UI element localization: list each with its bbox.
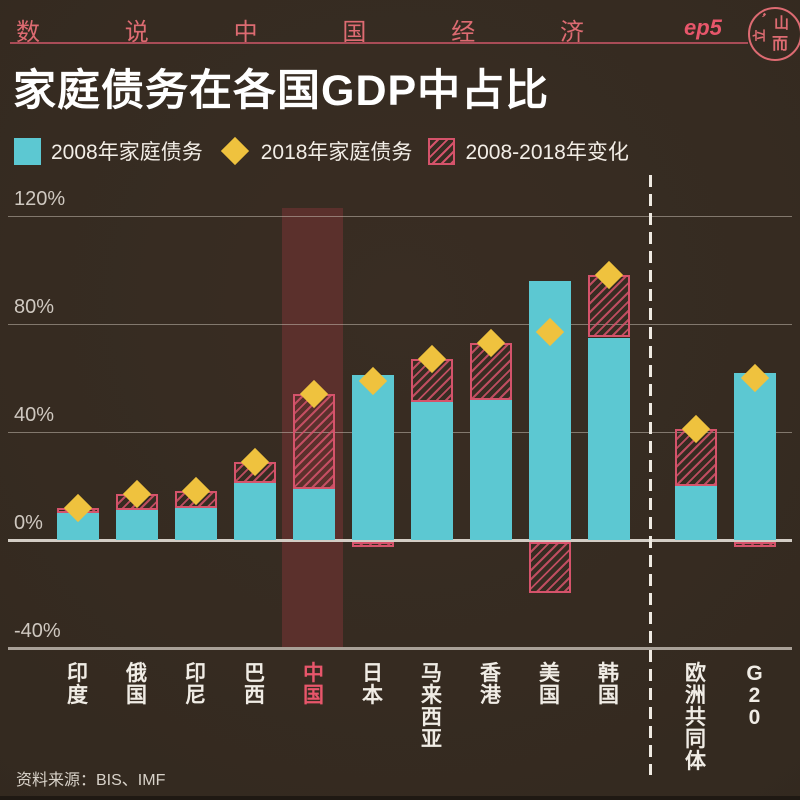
bar-2008-巴西 [233,483,276,540]
legend-label-2008: 2008年家庭债务 [51,141,203,164]
legend-swatch-2008-icon [14,137,41,165]
x-label-巴西: 巴西 [244,662,265,707]
separator-dashed-line [649,175,652,775]
bar-2008-香港 [469,399,512,540]
bar-2008-印尼 [174,507,217,540]
logo-glyph-bottom: 而 [772,36,789,53]
series-title-char: 国 [342,18,367,46]
episode-label: ep5 [684,15,722,40]
source-note: 资料来源：BIS、IMF [16,772,166,789]
bar-2008-日本 [351,375,394,540]
header-rule-line [10,42,748,44]
bar-2008-马来西亚 [410,402,453,540]
bar-2008-俄国 [115,510,158,540]
y-tick-label: 40% [14,404,55,426]
gridline-0 [8,539,792,542]
x-label-俄国: 俄国 [126,662,147,707]
x-label-马来西亚: 马来西亚 [421,662,442,751]
bar-2008-欧洲共同体 [674,486,717,540]
x-label-印度: 印度 [67,662,88,707]
chart-title: 家庭债务在各国GDP中占比 [13,67,550,115]
series-title-char: 经 [451,18,476,46]
gridline-40 [8,432,792,433]
change-hatch-G20 [733,542,776,548]
x-label-美国: 美国 [539,662,560,707]
logo-glyph-top: 山 [774,15,790,32]
change-hatch-美国 [528,542,571,594]
bottom-edge-strip [0,796,800,800]
y-tick-label: 120% [14,188,66,210]
change-hatch-中国 [292,394,335,489]
series-title: 数说中国经济 [16,12,584,47]
series-title-char: 中 [233,18,258,46]
bar-2008-G20 [733,372,776,540]
legend-label-change: 2008-2018年变化 [465,141,629,164]
gridline-80 [8,324,792,325]
x-label-日本: 日本 [362,662,383,707]
y-tick-label: 0% [14,512,43,534]
initium-media-logo-icon: ❜ 山 而 立 [748,7,800,61]
x-label-中国: 中国 [303,662,324,707]
chart-legend: 2008年家庭债务 2018年家庭债务 2008-2018年变化 [14,135,629,167]
series-title-char: 济 [559,18,584,46]
legend-label-2018: 2018年家庭债务 [260,141,413,164]
series-title-char: 说 [124,18,149,46]
change-hatch-日本 [351,542,394,548]
gridline-120 [8,216,792,217]
x-label-香港: 香港 [480,662,501,707]
gridline--40 [8,647,792,650]
bar-2008-韩国 [587,337,630,540]
bar-2008-中国 [292,488,335,540]
x-label-印尼: 印尼 [185,662,206,707]
legend-swatch-change-hatch-icon [428,137,456,165]
x-label-欧洲共同体: 欧洲共同体 [685,662,706,773]
y-tick-label: 80% [14,296,55,318]
series-title-char: 数 [16,18,40,46]
y-tick-label: -40% [14,620,61,642]
x-label-韩国: 韩国 [598,662,619,707]
